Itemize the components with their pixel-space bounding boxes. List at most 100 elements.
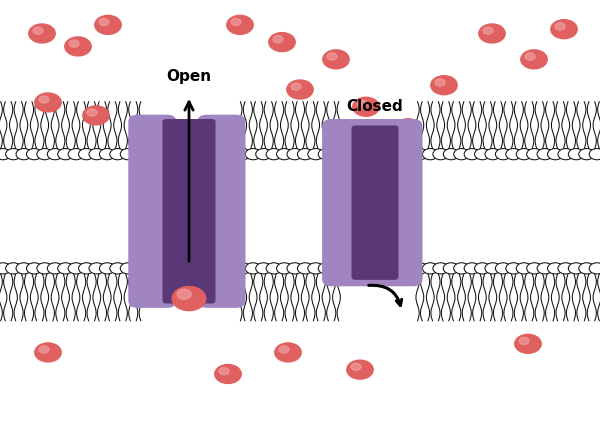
Circle shape [256,263,271,274]
Circle shape [35,343,61,362]
Text: Closed: Closed [347,99,403,114]
Circle shape [485,263,500,274]
Circle shape [521,51,547,70]
Circle shape [308,149,323,160]
Circle shape [527,149,542,160]
Circle shape [433,263,448,274]
Circle shape [100,149,115,160]
Circle shape [231,19,241,27]
Circle shape [35,94,61,113]
Circle shape [537,149,553,160]
Circle shape [227,16,253,35]
Circle shape [47,263,63,274]
Circle shape [26,263,42,274]
Circle shape [329,149,344,160]
Circle shape [275,343,301,362]
Circle shape [39,346,49,353]
Circle shape [589,149,600,160]
Circle shape [483,28,493,35]
Circle shape [589,263,600,274]
Circle shape [308,263,323,274]
Circle shape [412,263,428,274]
FancyBboxPatch shape [352,127,398,280]
Circle shape [277,263,292,274]
Circle shape [412,149,428,160]
Circle shape [266,149,282,160]
Circle shape [89,149,104,160]
Circle shape [37,263,52,274]
Circle shape [464,263,480,274]
FancyBboxPatch shape [198,116,245,307]
Circle shape [496,263,511,274]
Circle shape [37,149,52,160]
Circle shape [347,360,373,379]
Circle shape [58,149,73,160]
Circle shape [433,149,448,160]
Circle shape [506,149,521,160]
Circle shape [99,19,109,27]
Circle shape [39,97,49,104]
Circle shape [475,263,490,274]
Circle shape [516,263,532,274]
Circle shape [551,21,577,40]
Circle shape [298,263,313,274]
Circle shape [357,101,367,108]
Circle shape [435,80,445,87]
Circle shape [235,263,250,274]
Circle shape [298,149,313,160]
Circle shape [68,149,84,160]
Circle shape [273,37,283,44]
Circle shape [177,289,191,300]
Circle shape [245,149,261,160]
Circle shape [443,263,459,274]
Circle shape [329,263,344,274]
Circle shape [100,263,115,274]
Circle shape [26,149,42,160]
Circle shape [527,263,542,274]
Circle shape [235,149,250,160]
Circle shape [525,54,535,61]
Circle shape [277,149,292,160]
Circle shape [215,365,241,384]
Circle shape [69,41,79,48]
Circle shape [83,107,109,126]
Circle shape [464,149,480,160]
Circle shape [454,263,469,274]
Circle shape [579,263,595,274]
Circle shape [219,368,229,375]
Circle shape [318,149,334,160]
Circle shape [548,263,563,274]
Circle shape [287,149,302,160]
Circle shape [245,263,261,274]
Circle shape [120,149,136,160]
Circle shape [29,25,55,44]
Circle shape [279,346,289,353]
Circle shape [287,81,313,100]
Circle shape [579,149,595,160]
Circle shape [89,263,104,274]
Circle shape [5,149,21,160]
Circle shape [87,110,97,117]
Circle shape [318,263,334,274]
Circle shape [351,363,361,371]
Circle shape [291,84,301,91]
Circle shape [548,149,563,160]
Circle shape [110,149,125,160]
FancyBboxPatch shape [323,120,422,286]
Circle shape [256,149,271,160]
Circle shape [16,263,32,274]
Circle shape [0,263,11,274]
Circle shape [506,263,521,274]
Circle shape [172,287,206,311]
Circle shape [0,149,11,160]
Circle shape [327,54,337,61]
Circle shape [287,263,302,274]
Circle shape [485,149,500,160]
Circle shape [443,149,459,160]
Circle shape [568,263,584,274]
Circle shape [454,149,469,160]
Circle shape [558,263,574,274]
Circle shape [266,263,282,274]
Circle shape [269,34,295,52]
Circle shape [65,38,91,57]
